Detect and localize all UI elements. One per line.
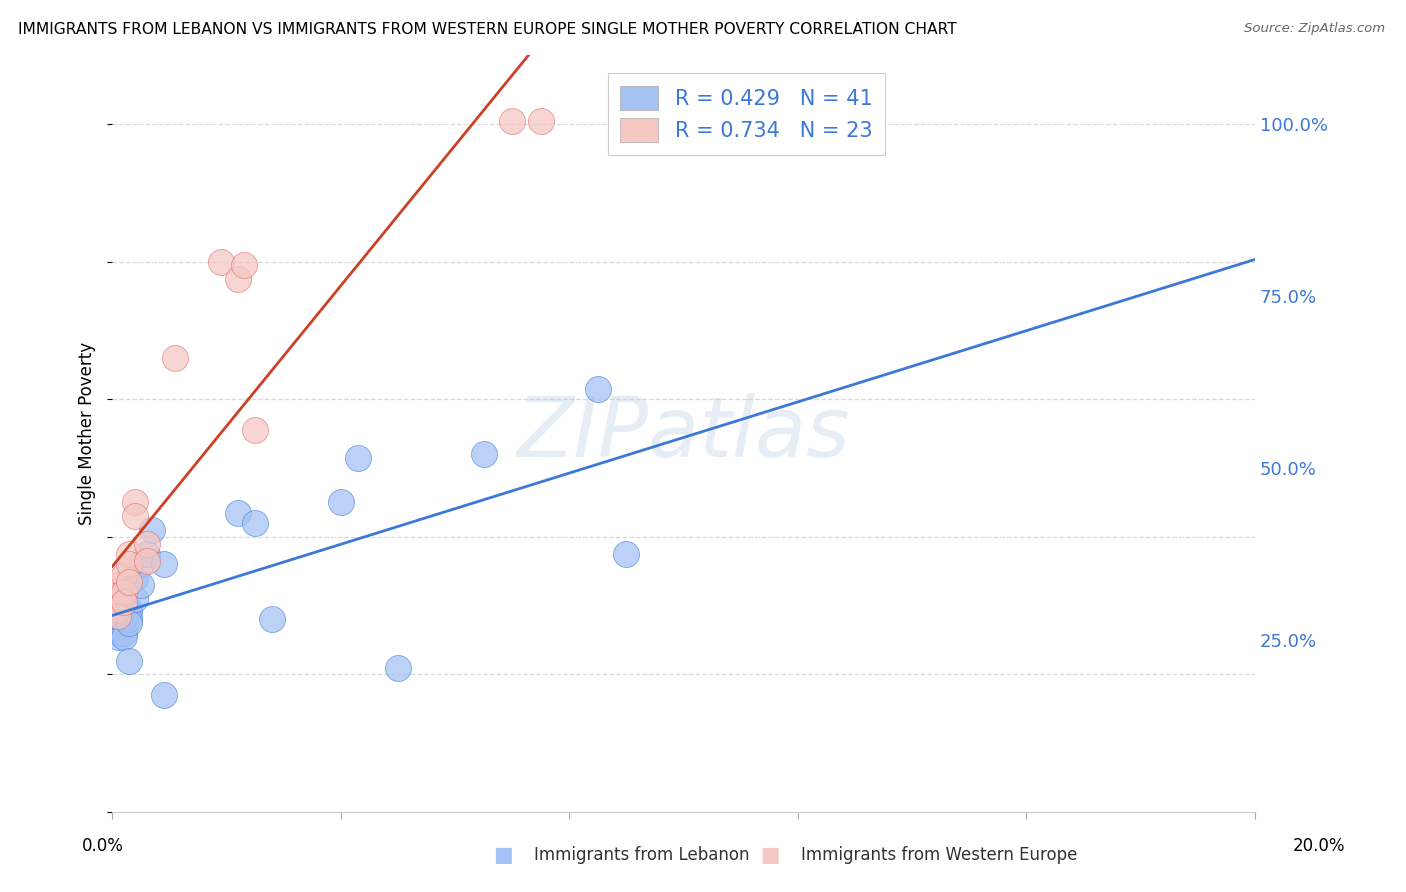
Point [586, 382, 609, 396]
Point [124, 571, 146, 585]
Point [107, 615, 129, 630]
Text: ■: ■ [494, 845, 513, 864]
Text: ZIPatlas: ZIPatlas [517, 393, 851, 475]
Point [107, 623, 129, 637]
Point [243, 516, 266, 530]
Point [616, 547, 638, 561]
Point [107, 609, 129, 624]
Point [152, 558, 174, 572]
Text: Source: ZipAtlas.com: Source: ZipAtlas.com [1244, 22, 1385, 36]
Text: IMMIGRANTS FROM LEBANON VS IMMIGRANTS FROM WESTERN EUROPE SINGLE MOTHER POVERTY : IMMIGRANTS FROM LEBANON VS IMMIGRANTS FR… [18, 22, 957, 37]
Point [107, 609, 129, 624]
Point [112, 606, 135, 620]
Point [243, 423, 266, 437]
Point [112, 567, 135, 582]
Text: Immigrants from Western Europe: Immigrants from Western Europe [801, 846, 1078, 863]
Point [501, 113, 523, 128]
Point [226, 506, 249, 520]
Point [112, 599, 135, 613]
Point [101, 609, 124, 624]
Point [387, 660, 409, 674]
Point [124, 495, 146, 509]
Point [329, 495, 352, 509]
Point [135, 547, 157, 561]
Point [112, 612, 135, 626]
Text: Immigrants from Lebanon: Immigrants from Lebanon [534, 846, 749, 863]
Point [112, 626, 135, 640]
Point [124, 509, 146, 524]
Point [118, 558, 141, 572]
Point [118, 547, 141, 561]
Point [141, 523, 163, 537]
Point [112, 609, 135, 624]
Point [129, 558, 152, 572]
Point [107, 626, 129, 640]
Y-axis label: Single Mother Poverty: Single Mother Poverty [79, 342, 96, 525]
Point [107, 606, 129, 620]
Legend: R = 0.429   N = 41, R = 0.734   N = 23: R = 0.429 N = 41, R = 0.734 N = 23 [607, 73, 884, 154]
Point [107, 578, 129, 592]
Point [112, 630, 135, 644]
Point [135, 554, 157, 568]
Point [226, 272, 249, 286]
Point [107, 612, 129, 626]
Point [112, 595, 135, 609]
Point [135, 537, 157, 551]
Point [472, 447, 495, 461]
Point [101, 615, 124, 630]
Point [118, 612, 141, 626]
Point [165, 351, 187, 365]
Point [530, 113, 553, 128]
Point [101, 609, 124, 624]
Text: 0.0%: 0.0% [82, 837, 124, 855]
Point [101, 591, 124, 606]
Point [129, 578, 152, 592]
Point [124, 591, 146, 606]
Point [118, 654, 141, 668]
Point [107, 602, 129, 616]
Point [347, 450, 370, 465]
Text: ■: ■ [761, 845, 780, 864]
Point [112, 585, 135, 599]
Point [209, 254, 232, 268]
Point [118, 615, 141, 630]
Point [107, 619, 129, 633]
Point [112, 602, 135, 616]
Point [152, 688, 174, 702]
Point [112, 615, 135, 630]
Point [118, 602, 141, 616]
Point [107, 630, 129, 644]
Point [107, 588, 129, 602]
Point [232, 258, 254, 272]
Point [262, 612, 284, 626]
Text: 20.0%: 20.0% [1292, 837, 1346, 855]
Point [118, 574, 141, 589]
Point [118, 606, 141, 620]
Point [101, 599, 124, 613]
